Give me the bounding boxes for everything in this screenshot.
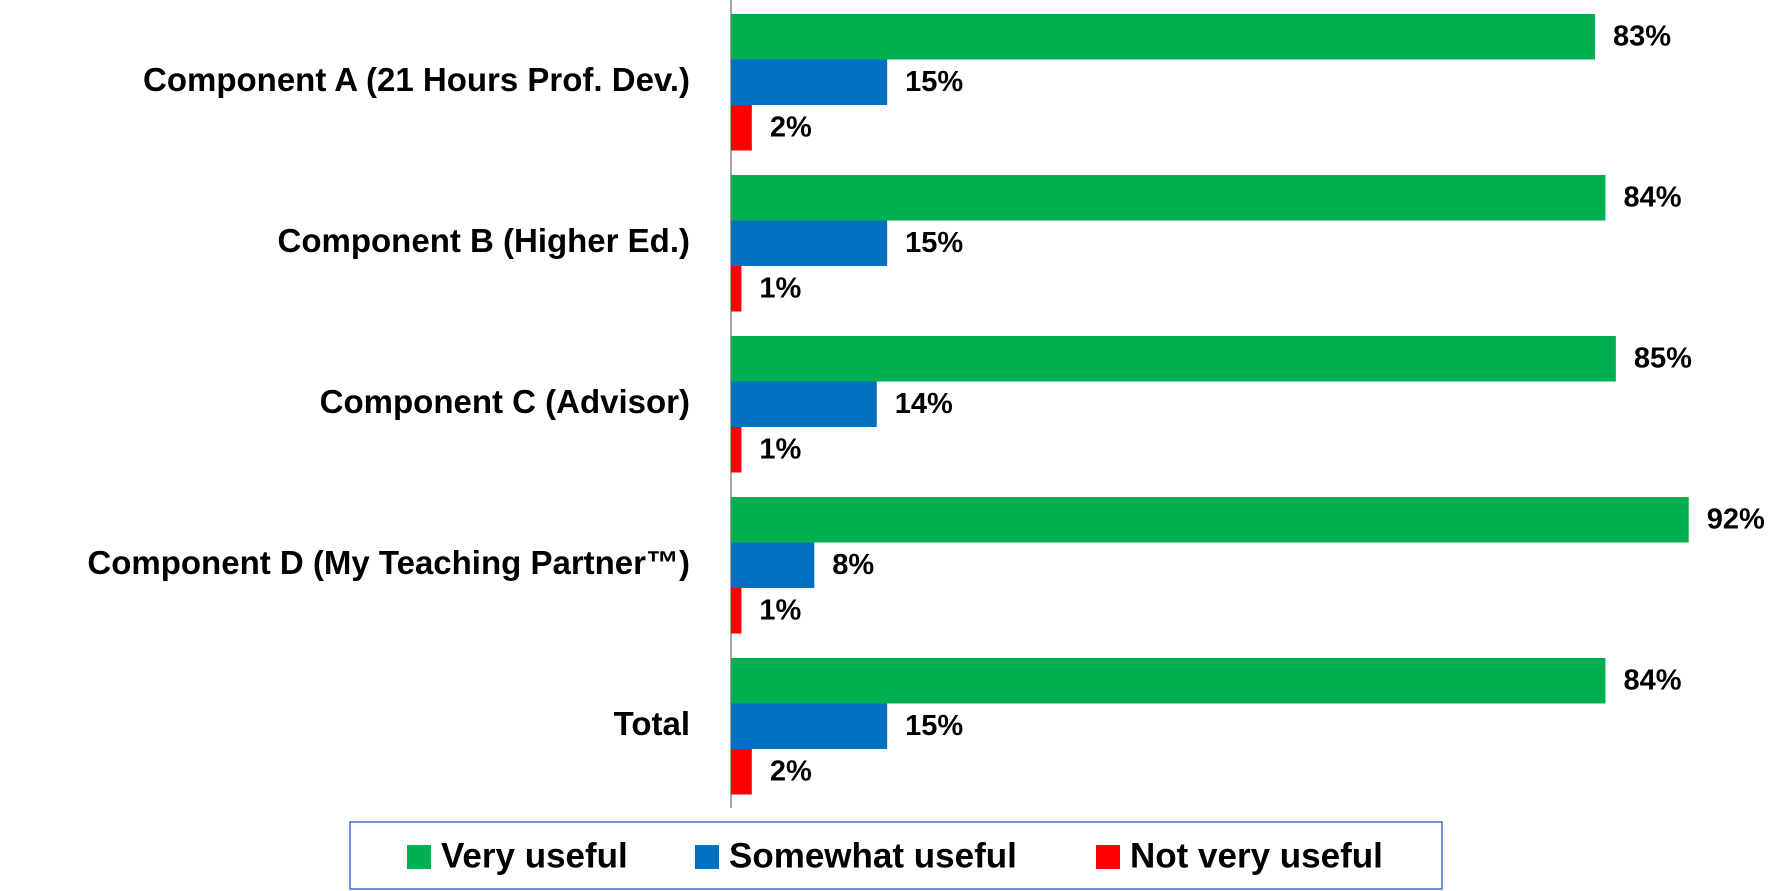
legend-swatch <box>1096 845 1120 869</box>
data-label: 2% <box>770 755 812 787</box>
bar <box>731 427 742 473</box>
data-label: 84% <box>1623 181 1681 213</box>
legend-label: Very useful <box>441 836 628 875</box>
legend-box <box>349 821 1443 890</box>
data-label: 1% <box>759 594 801 626</box>
bar <box>731 658 1606 704</box>
legend-label: Not very useful <box>1130 836 1383 875</box>
legend-swatch <box>407 845 431 869</box>
data-label: 84% <box>1623 664 1681 696</box>
bar <box>731 381 877 427</box>
data-label: 15% <box>905 227 963 259</box>
data-label: 8% <box>832 549 874 581</box>
bar <box>731 59 888 105</box>
category-label: Component B (Higher Ed.) <box>278 222 690 259</box>
bar <box>731 220 888 266</box>
bar <box>731 703 888 749</box>
category-label: Component A (21 Hours Prof. Dev.) <box>143 61 690 98</box>
bar <box>731 542 815 588</box>
legend-label: Somewhat useful <box>729 836 1017 875</box>
bar <box>731 266 742 312</box>
category-label: Component D (My Teaching Partner™) <box>87 544 690 581</box>
data-label: 2% <box>770 111 812 143</box>
bar <box>731 175 1606 221</box>
data-label: 1% <box>759 433 801 465</box>
legend-swatch <box>695 845 719 869</box>
bar <box>731 14 1596 60</box>
data-label: 15% <box>905 710 963 742</box>
category-label: Total <box>614 705 690 742</box>
bar <box>731 588 742 634</box>
data-label: 85% <box>1634 342 1692 374</box>
bar <box>731 105 752 151</box>
data-label: 83% <box>1613 20 1671 52</box>
category-label: Component C (Advisor) <box>320 383 690 420</box>
bar <box>731 336 1616 382</box>
bar <box>731 497 1689 543</box>
data-label: 92% <box>1707 503 1765 535</box>
data-label: 1% <box>759 272 801 304</box>
bar <box>731 749 752 795</box>
data-label: 15% <box>905 66 963 98</box>
data-label: 14% <box>895 388 953 420</box>
